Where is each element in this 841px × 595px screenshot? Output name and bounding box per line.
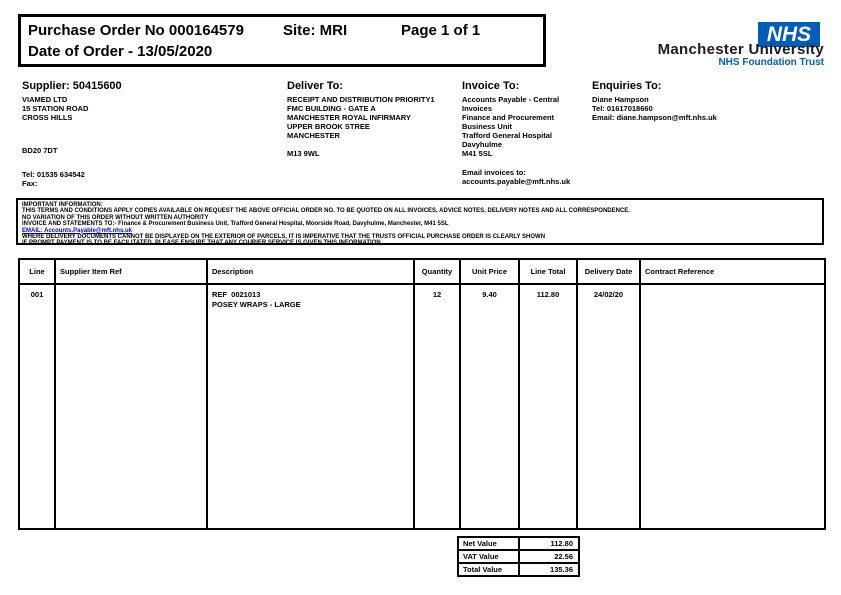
invoice-email-label: Email invoices to: <box>462 168 526 177</box>
po-site: Site: MRI <box>283 22 348 39</box>
enquiries-tel: Tel: 01617018660 <box>592 104 653 113</box>
address-line: VIAMED LTD <box>22 95 68 104</box>
invoice-email: accounts.payable@mft.nhs.uk <box>462 177 571 186</box>
important-line: IF PROMPT PAYMENT IS TO BE FACILITATED. … <box>22 240 381 247</box>
address-line: UPPER BROOK STREE <box>287 122 370 131</box>
address-line: FMC BUILDING - GATE A <box>287 104 376 113</box>
supplier-fax: Fax: <box>22 179 38 188</box>
accounts-payable-email-link[interactable]: EMAIL: Accounts.Payable@mft.nhs.uk <box>22 227 132 234</box>
vat-value: 22.56 <box>518 549 580 564</box>
cell-description: REF 0021013 POSEY WRAPS - LARGE <box>206 283 415 530</box>
column-header-delivery-date: Delivery Date <box>576 258 641 285</box>
invoice-to-section: Invoice To: Accounts Payable - Central I… <box>462 80 587 187</box>
net-value: 112.80 <box>518 536 580 551</box>
column-header-line-total: Line Total <box>518 258 578 285</box>
table-header-row: Line Supplier Item Ref Description Quant… <box>18 258 826 285</box>
address-line: 15 STATION ROAD <box>22 104 89 113</box>
organisation-name: Manchester University <box>657 41 824 58</box>
supplier-postcode: BD20 7DT <box>22 146 58 155</box>
net-value-label: Net Value <box>457 536 520 551</box>
cell-line-total: 112.80 <box>518 283 578 530</box>
column-header-line: Line <box>18 258 56 285</box>
po-page-count: Page 1 of 1 <box>401 22 481 39</box>
enquiries-to-section: Enquiries To: Diane Hampson Tel: 0161701… <box>592 80 822 123</box>
vat-value-label: VAT Value <box>457 549 520 564</box>
cell-line-number: 001 <box>18 283 56 530</box>
enquiries-to-title: Enquiries To: <box>592 80 662 92</box>
description-text: POSEY WRAPS - LARGE <box>212 300 301 309</box>
description-ref: REF 0021013 <box>212 290 261 299</box>
important-line: THIS TERMS AND CONDITIONS APPLY COPIES A… <box>22 208 630 215</box>
line-items-table: Line Supplier Item Ref Description Quant… <box>18 258 826 530</box>
supplier-section: Supplier: 50415600 VIAMED LTD 15 STATION… <box>22 80 272 189</box>
cell-quantity: 12 <box>413 283 461 530</box>
important-title: IMPORTANT INFORMATION: <box>22 202 103 208</box>
cell-unit-price: 9.40 <box>459 283 520 530</box>
po-number: Purchase Order No 000164579 <box>28 22 244 39</box>
supplier-title: Supplier: 50415600 <box>22 80 122 92</box>
cell-delivery-date: 24/02/20 <box>576 283 641 530</box>
invoice-to-postcode: M41 5SL <box>462 149 493 158</box>
important-line: INVOICE AND STATEMENTS TO:- Finance & Pr… <box>22 221 449 228</box>
po-header-box: Purchase Order No 000164579 Site: MRI Pa… <box>18 14 546 67</box>
deliver-to-postcode: M13 9WL <box>287 149 320 158</box>
total-value: 135.36 <box>518 562 580 577</box>
cell-supplier-item-ref <box>54 283 208 530</box>
table-row: 001 REF 0021013 POSEY WRAPS - LARGE 12 9… <box>18 283 826 530</box>
trust-name: NHS Foundation Trust <box>718 57 824 68</box>
invoice-to-title: Invoice To: <box>462 80 520 92</box>
address-line: RECEIPT AND DISTRIBUTION PRIORITY1 <box>287 95 435 104</box>
address-line: CROSS HILLS <box>22 113 73 122</box>
column-header-supplier-ref: Supplier Item Ref <box>54 258 208 285</box>
supplier-tel: Tel: 01535 634542 <box>22 170 85 179</box>
address-line: Davyhulme <box>462 140 503 149</box>
important-line: NO VARIATION OF THIS ORDER WITHOUT WRITT… <box>22 214 209 221</box>
total-value-label: Total Value <box>457 562 520 577</box>
totals-row: VAT Value 22.56 <box>457 549 580 564</box>
important-information-box: IMPORTANT INFORMATION: THIS TERMS AND CO… <box>16 198 824 247</box>
po-order-date: Date of Order - 13/05/2020 <box>28 43 213 60</box>
enquiries-email: Email: diane.hampson@mft.nhs.uk <box>592 113 717 122</box>
cell-contract-reference <box>639 283 826 530</box>
deliver-to-title: Deliver To: <box>287 80 344 92</box>
address-line: Business Unit <box>462 122 513 131</box>
column-header-contract-ref: Contract Reference <box>639 258 826 285</box>
address-line: Accounts Payable - Central <box>462 95 560 104</box>
important-line: WHERE DELIVERY DOCUMENTS CANNOT BE DISPL… <box>22 234 546 241</box>
column-header-unit-price: Unit Price <box>459 258 520 285</box>
address-line: Invoices <box>462 104 493 113</box>
address-line: Finance and Procurement <box>462 113 555 122</box>
column-header-description: Description <box>206 258 415 285</box>
nhs-logo-icon: NHS <box>758 22 820 47</box>
totals-row: Total Value 135.36 <box>457 562 580 577</box>
enquiries-name: Diane Hampson <box>592 95 649 104</box>
address-line: MANCHESTER <box>287 131 340 140</box>
column-header-quantity: Quantity <box>413 258 461 285</box>
deliver-to-section: Deliver To: RECEIPT AND DISTRIBUTION PRI… <box>287 80 457 159</box>
address-line: Trafford General Hospital <box>462 131 553 140</box>
totals-table: Net Value 112.80 VAT Value 22.56 Total V… <box>457 536 580 577</box>
address-line: MANCHESTER ROYAL INFIRMARY <box>287 113 411 122</box>
totals-row: Net Value 112.80 <box>457 536 580 551</box>
